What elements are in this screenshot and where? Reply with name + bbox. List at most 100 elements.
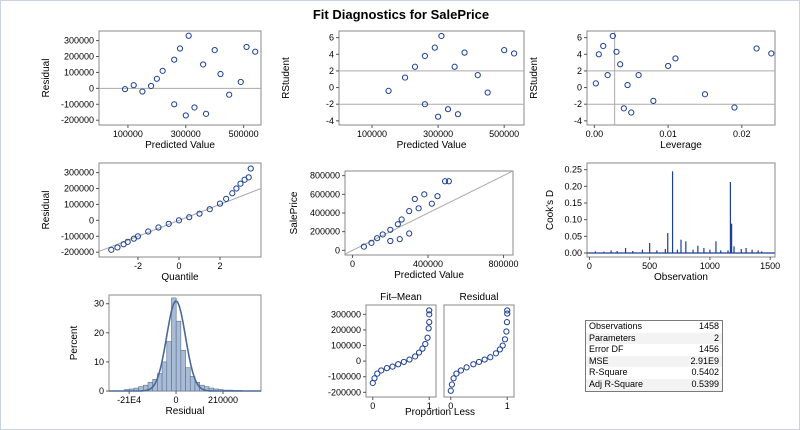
y-tick-label: 300000	[64, 168, 94, 178]
data-point	[415, 349, 423, 356]
y-tick-label: 200000	[310, 227, 340, 237]
data-point	[731, 104, 738, 111]
histogram-bar	[185, 367, 191, 392]
x-tick-label: 0	[587, 261, 592, 271]
y-tick-label: 0	[99, 386, 104, 396]
x-tick-label: 1000	[700, 261, 720, 271]
y-tick-label: 0.20	[564, 181, 582, 191]
plot-area	[338, 30, 525, 126]
data-point	[492, 350, 500, 357]
data-point	[406, 230, 413, 237]
data-point	[121, 86, 129, 93]
y-tick-label: 100000	[64, 67, 94, 77]
y-axis-label: Residual	[41, 191, 52, 230]
y-tick-label: 10	[94, 357, 104, 367]
y-tick-label: -200000	[61, 247, 94, 257]
y-tick-label: 300000	[64, 36, 94, 46]
y-tick-label: 800000	[310, 171, 340, 181]
data-point	[202, 110, 210, 117]
x-tick-label: 0.01	[659, 129, 677, 139]
y-tick-label: 0	[89, 215, 94, 225]
reference-line	[99, 188, 261, 252]
stat-row: MSE 2.91E9	[586, 355, 722, 368]
y-axis-label: Cook's D	[545, 190, 556, 230]
stat-value: 0.5399	[691, 378, 719, 389]
data-point	[475, 358, 483, 366]
data-point	[200, 61, 207, 68]
x-tick-label: -2	[134, 261, 142, 271]
data-point	[454, 111, 462, 118]
x-tick-label: 1	[427, 401, 432, 411]
y-tick-label: 6	[577, 33, 582, 43]
x-tick-label: 0	[176, 261, 181, 271]
x-tick-label: 1	[505, 401, 510, 411]
data-point	[243, 43, 250, 51]
density-curve	[109, 300, 261, 392]
data-point	[223, 195, 230, 202]
data-point	[609, 32, 616, 40]
stat-row: Parameters 2	[586, 332, 722, 345]
plot-area	[586, 30, 776, 126]
stat-label: Observations	[589, 321, 643, 331]
data-point	[374, 370, 381, 377]
data-point	[124, 238, 131, 245]
data-point	[426, 319, 433, 326]
y-tick-label: 200000	[64, 183, 94, 193]
diagonal-reference-line	[99, 188, 261, 252]
data-point	[389, 363, 396, 370]
data-point	[425, 325, 432, 332]
data-point	[461, 49, 468, 56]
y-tick-label: 0	[89, 83, 94, 93]
y-tick-label: 4	[577, 49, 582, 59]
y-tick-label: 200000	[331, 325, 361, 335]
y-tick-label: 200000	[64, 51, 94, 61]
data-point	[368, 239, 375, 246]
plot-area	[365, 304, 437, 398]
data-point	[191, 104, 198, 111]
stat-label: Adj R-Square	[589, 378, 644, 389]
data-point	[185, 32, 192, 39]
data-point	[628, 109, 635, 116]
data-point	[398, 216, 405, 223]
data-point	[444, 106, 452, 113]
y-tick-label: -200000	[328, 387, 361, 397]
data-point	[130, 82, 137, 89]
x-tick-label: 800000	[489, 259, 519, 269]
x-axis-label: Residual	[166, 406, 205, 417]
y-axis-label: RStudent	[281, 57, 292, 99]
data-point	[165, 220, 172, 227]
data-point	[424, 334, 431, 341]
data-point	[447, 387, 454, 394]
data-point	[499, 342, 506, 349]
y-axis-label: Residual	[41, 59, 52, 98]
y-tick-label: -4	[574, 116, 582, 126]
x-axis-label: Predicted Value	[397, 140, 467, 151]
data-point	[186, 214, 193, 221]
stat-label: Parameters	[589, 332, 636, 343]
data-point	[233, 185, 240, 192]
data-point	[435, 113, 442, 120]
data-point	[415, 205, 422, 212]
data-point	[237, 78, 244, 86]
stat-row: R-Square 0.5402	[586, 367, 722, 379]
data-point	[501, 47, 508, 54]
data-point	[226, 91, 233, 98]
data-point	[155, 224, 162, 231]
data-point	[421, 52, 428, 60]
data-point	[768, 50, 775, 57]
panel-title: Residual	[460, 292, 499, 303]
data-point	[504, 307, 511, 314]
data-point	[510, 50, 518, 57]
data-point	[245, 174, 252, 181]
data-point	[434, 193, 441, 200]
data-point	[481, 356, 488, 363]
x-tick-label: 100000	[113, 129, 143, 139]
y-tick-label: 2	[577, 66, 582, 76]
data-point	[496, 346, 503, 353]
data-point	[635, 71, 642, 79]
data-point	[411, 63, 419, 70]
y-tick-label: 6	[329, 33, 334, 43]
histogram-bar	[171, 297, 177, 392]
data-point	[441, 178, 449, 185]
x-tick-label: 0	[448, 401, 453, 411]
